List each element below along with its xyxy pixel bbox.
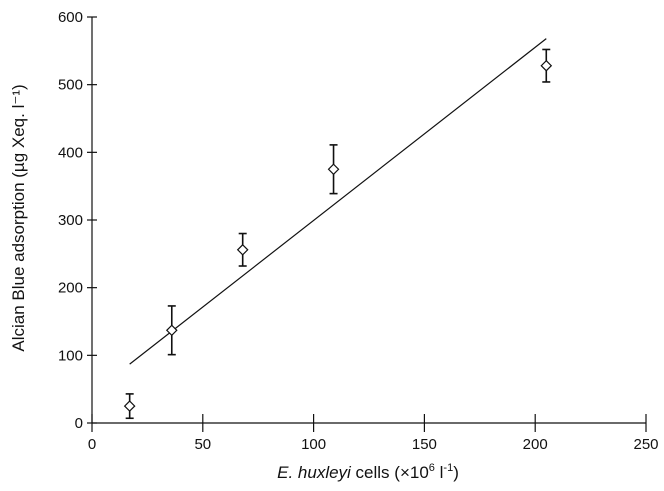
y-axis-title: Alcian Blue adsorption (µg Xeq. l⁻¹): [9, 84, 28, 351]
data-point-marker: [165, 324, 178, 337]
data-point-group: [165, 305, 178, 356]
x-tick-label: 150: [412, 436, 437, 453]
x-axis-title-part2: l: [435, 463, 444, 482]
x-axis-ticks: 0 50 100 150 200 250: [88, 414, 659, 453]
x-axis-title-end: ): [453, 463, 459, 482]
data-point-marker: [123, 400, 136, 412]
y-tick-label: 300: [58, 212, 83, 229]
x-axis-title-sup1: 6: [429, 462, 435, 474]
fit-line: [129, 38, 547, 365]
data-point-marker: [540, 59, 553, 72]
axes: [91, 17, 646, 424]
fit-line-group: [129, 38, 547, 365]
data-point-group: [327, 144, 340, 195]
data-point-group: [123, 393, 136, 420]
data-point-group: [540, 48, 553, 83]
x-axis-title-part: cells (×10: [351, 463, 429, 482]
y-axis-ticks: 0 100 200 300 400 500 600: [58, 9, 97, 432]
x-axis-title-sup2: -1: [443, 462, 453, 474]
x-tick-label: 200: [523, 436, 548, 453]
x-tick-label: 250: [633, 436, 658, 453]
data-point-marker: [327, 163, 340, 176]
y-tick-label: 0: [75, 415, 83, 432]
x-tick-label: 100: [301, 436, 326, 453]
data-point-group: [236, 232, 249, 267]
x-tick-label: 0: [88, 436, 96, 453]
y-tick-label: 100: [58, 347, 83, 364]
data-points: [123, 48, 553, 420]
y-tick-label: 400: [58, 144, 83, 161]
data-point-marker: [236, 243, 249, 256]
x-tick-label: 50: [194, 436, 211, 453]
x-axis-title: E. huxleyi cells (×106 l-1): [277, 462, 459, 482]
y-tick-label: 200: [58, 280, 83, 297]
x-axis-title-italic: E. huxleyi: [277, 463, 352, 482]
y-tick-label: 500: [58, 77, 83, 94]
y-tick-label: 600: [58, 9, 83, 26]
